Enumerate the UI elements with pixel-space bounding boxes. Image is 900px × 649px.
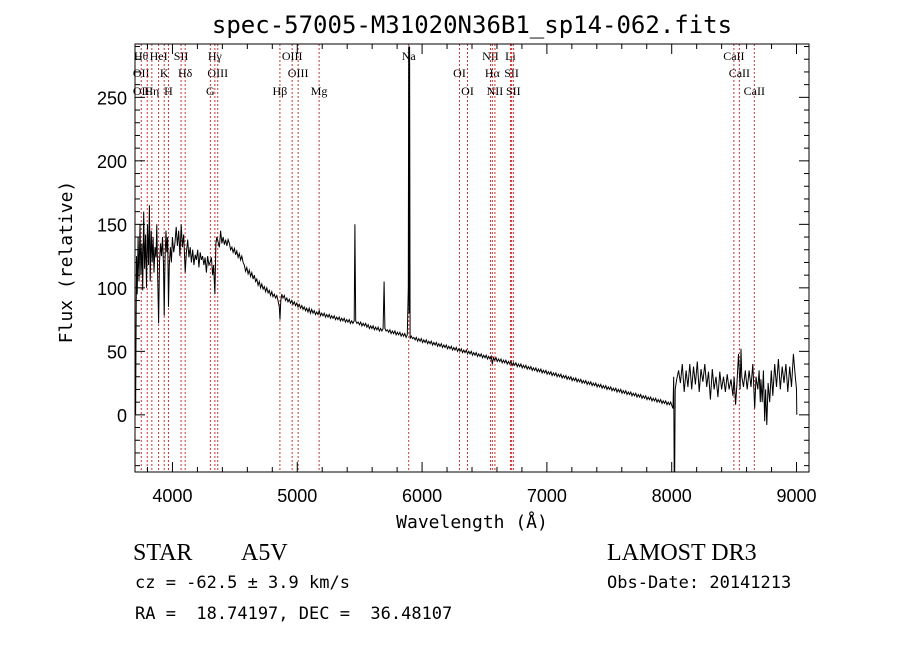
- marker-label-26-0: CaII: [744, 84, 765, 98]
- y-tick-label-1: 50: [107, 342, 127, 362]
- chart-title: spec-57005-M31020N36B1_sp14-062.fits: [212, 11, 732, 39]
- spectrum-line-0: [135, 46, 798, 473]
- x-tick-label-2: 6000: [402, 486, 442, 506]
- marker-label-3-0: HeI: [150, 49, 168, 63]
- x-tick-label-0: 4000: [152, 486, 192, 506]
- x-tick-label-3: 7000: [527, 486, 567, 506]
- marker-label-14-0: Mg: [311, 84, 328, 98]
- marker-label-24-0: CaII: [723, 49, 744, 63]
- y-axis-label: Flux (relative): [56, 181, 77, 344]
- marker-label-10-0: OIII: [207, 66, 228, 80]
- marker-label-23-0: SII: [506, 84, 521, 98]
- y-tick-label-2: 100: [97, 279, 127, 299]
- axis-ticks: 4000 5000 6000 7000 8000 9000 0 50 100 150 200 250: [97, 44, 817, 506]
- marker-label-18-0: NII: [482, 49, 499, 63]
- marker-label-19-0: Hα: [485, 66, 501, 80]
- y-tick-label-5: 250: [97, 88, 127, 108]
- object-subclass: A5V: [241, 540, 288, 566]
- observation-date: Obs-Date: 20141213: [607, 573, 792, 593]
- y-tick-label-4: 200: [97, 152, 127, 172]
- marker-label-25-0: CaII: [729, 66, 750, 80]
- marker-label-9-0: Hγ: [208, 49, 223, 63]
- marker-label-16-0: OI: [453, 66, 466, 80]
- x-axis-label: Wavelength (Å): [396, 511, 548, 533]
- spectrum-series: [135, 46, 798, 473]
- spectral-line-markers: HθOIIOIIHηHeIKHSIIHδGHγOIIIHβOIIIOIIIMgN…: [133, 44, 765, 472]
- marker-label-8-0: G: [206, 84, 215, 98]
- plot-frame: [134, 43, 810, 473]
- marker-label-7-0: Hδ: [178, 66, 193, 80]
- marker-label-13-0: OIII: [288, 66, 309, 80]
- marker-label-21-0: Li: [505, 49, 516, 63]
- marker-label-0-0: Hθ: [134, 49, 149, 63]
- marker-label-20-0: NII: [487, 84, 504, 98]
- y-tick-label-3: 150: [97, 215, 127, 235]
- marker-label-0-2: OII: [133, 84, 150, 98]
- object-class: STAR: [133, 540, 193, 566]
- x-tick-label-1: 5000: [277, 486, 317, 506]
- marker-label-17-0: OI: [461, 84, 474, 98]
- coordinates: RA = 18.74197, DEC = 36.48107: [135, 604, 453, 624]
- marker-label-5-0: H: [164, 84, 173, 98]
- y-tick-label-0: 0: [117, 406, 127, 426]
- marker-label-11-0: Hβ: [273, 84, 288, 98]
- x-tick-label-5: 9000: [776, 486, 816, 506]
- marker-label-4-0: K: [160, 66, 169, 80]
- marker-label-0-1: OII: [133, 66, 150, 80]
- x-tick-label-4: 8000: [652, 486, 692, 506]
- marker-label-6-0: SII: [174, 49, 189, 63]
- marker-label-12-0: OIII: [282, 49, 303, 63]
- marker-label-22-0: SII: [504, 66, 519, 80]
- marker-label-2-0: Hη: [144, 84, 159, 98]
- redshift-velocity: cz = -62.5 ± 3.9 km/s: [135, 573, 350, 593]
- survey-name: LAMOST DR3: [607, 540, 757, 566]
